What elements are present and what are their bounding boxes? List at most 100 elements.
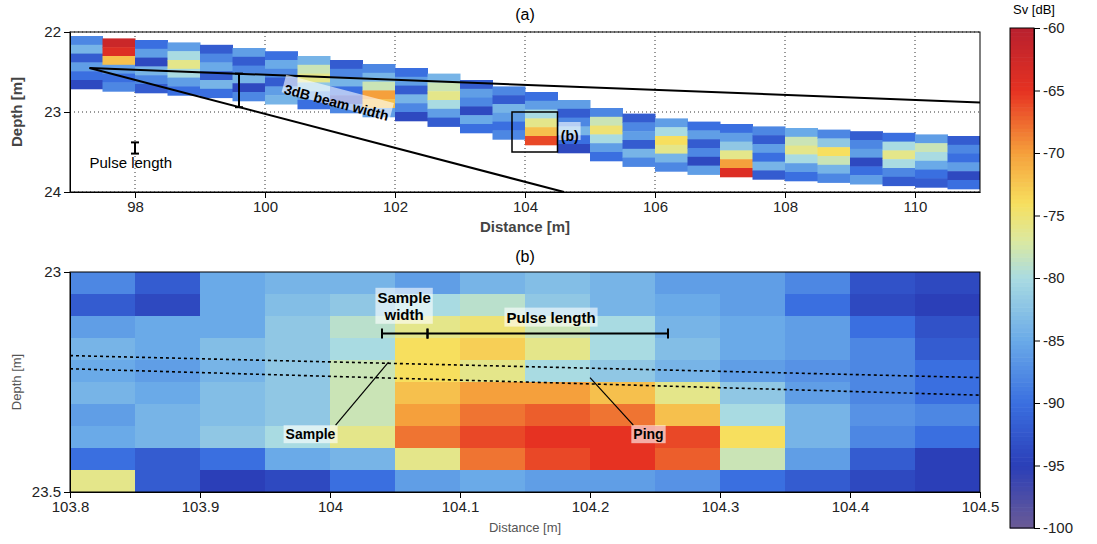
tick: 23 [44,263,70,280]
cell [330,360,396,383]
tick: 98 [127,192,144,215]
cell [525,382,591,405]
tick-label: 23.5 [32,483,61,500]
beam-edge [90,68,981,102]
colorbar-frame [1010,28,1034,528]
axis-line [70,33,71,193]
cell [785,470,851,492]
colorbar-swatch [1010,49,1034,54]
cell [168,86,201,95]
pulse-length-label-group: Pulse length [88,153,175,172]
tick: -65 [1034,82,1065,99]
tick: -95 [1034,457,1065,474]
cell [623,131,656,140]
bracket-cap [235,106,243,108]
colorbar-swatch [1010,361,1034,366]
cell [818,138,851,147]
cell [265,470,331,492]
tick-label: -75 [1043,207,1065,224]
tick: -100 [1034,519,1073,536]
chart-root: 98100102104106108110222324(a)Distance [m… [0,0,1097,544]
colorbar-swatch [1010,99,1034,104]
cell [655,154,688,163]
colorbar-swatch [1010,270,1034,275]
colorbar-swatch [1010,174,1034,179]
tick-mark [64,272,70,273]
cell [395,68,428,77]
colorbar-swatch [1010,45,1034,50]
tick-label: 100 [253,198,278,215]
colorbar-swatch [1010,120,1034,125]
ping-label-group: Ping [631,425,665,443]
cell [915,448,980,471]
tick-mark [64,492,70,493]
cell [785,382,851,405]
colorbar-swatch [1010,91,1034,96]
cell [850,338,916,361]
cell [265,51,298,60]
pulse-length-label-patch [504,308,597,327]
cell [915,470,980,492]
colorbar-swatch [1010,149,1034,154]
cell [688,157,721,166]
colorbar-swatch [1010,461,1034,466]
tick: -85 [1034,332,1065,349]
cell [493,113,526,122]
colorbar-swatch [1010,199,1034,204]
cell [915,338,980,361]
colorbar-swatch [1010,128,1034,133]
cell [428,100,461,109]
colorbar-swatch [1010,516,1034,521]
cell [720,159,753,168]
tick: 22 [44,23,70,40]
cell [948,145,981,154]
cell [395,470,461,492]
colorbar-swatch [1010,320,1034,325]
cell [70,80,103,89]
cell [590,134,623,143]
colorbar-swatch [1010,257,1034,262]
cell [655,127,688,136]
tick-mark [1034,91,1040,92]
cell [720,470,786,492]
tick-label: 23 [44,103,61,120]
tick-mark [1034,341,1040,342]
sample-edge [70,356,980,378]
cell [70,272,136,295]
colorbar-swatch [1010,474,1034,479]
cell [363,73,396,82]
colorbar-swatch [1010,82,1034,87]
colorbar-swatch [1010,261,1034,266]
cell [915,272,980,295]
tick-label: -60 [1043,19,1065,36]
colorbar-swatch [1010,411,1034,416]
cell [200,426,266,449]
cell [135,75,168,84]
bracket-cap [235,73,243,75]
tick-label: 103.9 [182,498,220,515]
cell [850,166,883,175]
colorbar-swatch [1010,386,1034,391]
cell [200,294,266,317]
cell [753,153,786,162]
colorbar-swatch [1010,145,1034,150]
cell [655,136,688,145]
cell [168,69,201,78]
cell [168,42,201,51]
tick-label: 104 [513,198,538,215]
colorbar-swatch [1010,236,1034,241]
cell [655,118,688,127]
cell [265,448,331,471]
tick-label: 110 [904,198,928,215]
colorbar-swatch [1010,420,1034,425]
bracket [238,74,240,108]
cell [655,404,721,427]
cell [688,139,721,148]
cell [915,360,980,383]
tick: -70 [1034,144,1065,161]
colorbar-swatch [1010,391,1034,396]
cell [850,140,883,149]
colorbar-swatch [1010,136,1034,141]
cell [883,142,916,151]
panel: 103.8103.9104104.1104.2104.3104.4104.523… [9,248,1000,535]
